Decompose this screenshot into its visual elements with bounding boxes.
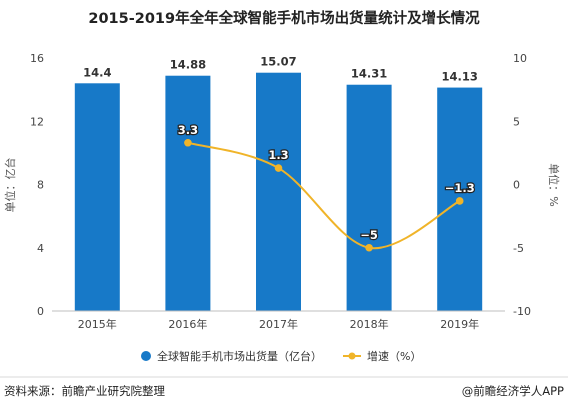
bar-1 (165, 75, 211, 312)
footer-brand: @前瞻经济学人APP (462, 384, 564, 398)
bar-value-label: 14.31 (351, 67, 387, 81)
legend-label-growth: 增速（%） (367, 349, 421, 363)
growth-point-2 (274, 164, 283, 172)
legend-label-shipments: 全球智能手机市场出货量（亿台） (157, 349, 322, 363)
chart-title: 2015-2019年全年全球智能手机市场出货量统计及增长情况 (88, 9, 480, 27)
bar-2 (256, 72, 301, 311)
growth-line-layer (184, 138, 464, 252)
right-axis-title: 单位：% (547, 163, 561, 206)
legend-swatch-bar (141, 351, 151, 361)
growth-point-4 (455, 197, 464, 205)
growth-line (187, 141, 461, 250)
footer-source: 资料来源：前瞻产业研究院整理 (4, 384, 165, 398)
x-tick-label: 2015年 (78, 317, 117, 331)
bar-value-label: 14.4 (83, 65, 111, 79)
x-tick-label: 2016年 (168, 317, 207, 331)
growth-value-label: 1.3 (268, 148, 288, 162)
x-tick-label: 2019年 (440, 317, 479, 331)
right-tick-label: 10 (513, 52, 527, 65)
legend-item-growth: 增速（%） (343, 349, 421, 363)
left-tick-label: 16 (30, 52, 44, 65)
axes-layer: 0 4 8 12 16 -10 -5 0 5 10 2015年 2016年 2017年 2018年 2019… (30, 52, 531, 331)
bar-value-label: 14.88 (170, 58, 206, 72)
growth-value-label: −1.3 (445, 181, 475, 195)
bar-0 (74, 83, 120, 311)
right-tick-label: 0 (513, 179, 520, 192)
bar-3 (346, 84, 392, 312)
growth-value-label: −5 (360, 228, 378, 242)
bars-layer (74, 72, 483, 312)
right-tick-label: 5 (513, 115, 520, 128)
legend-item-shipments: 全球智能手机市场出货量（亿台） (141, 349, 322, 363)
right-tick-label: -10 (513, 305, 531, 318)
growth-value-label: 3.3 (178, 123, 198, 137)
bar-value-label: 14.13 (442, 70, 478, 84)
data-labels-layer: 14.4 14.88 15.07 14.31 14.13 3.3 1.3 −5 −1.3 (83, 55, 478, 243)
left-tick-label: 8 (37, 179, 44, 192)
legend-swatch-marker (348, 352, 356, 360)
left-tick-label: 4 (37, 242, 44, 255)
right-tick-label: -5 (513, 242, 524, 255)
chart-legend: 全球智能手机市场出货量（亿台） 增速（%） (141, 349, 421, 363)
growth-point-1 (184, 138, 192, 147)
x-tick-label: 2017年 (259, 317, 298, 331)
left-tick-label: 0 (37, 305, 44, 318)
left-tick-label: 12 (30, 115, 44, 128)
left-axis-title: 单位：亿台 (3, 158, 17, 213)
bar-value-label: 15.07 (260, 55, 296, 69)
x-tick-label: 2018年 (350, 317, 389, 331)
growth-point-3 (365, 243, 373, 252)
